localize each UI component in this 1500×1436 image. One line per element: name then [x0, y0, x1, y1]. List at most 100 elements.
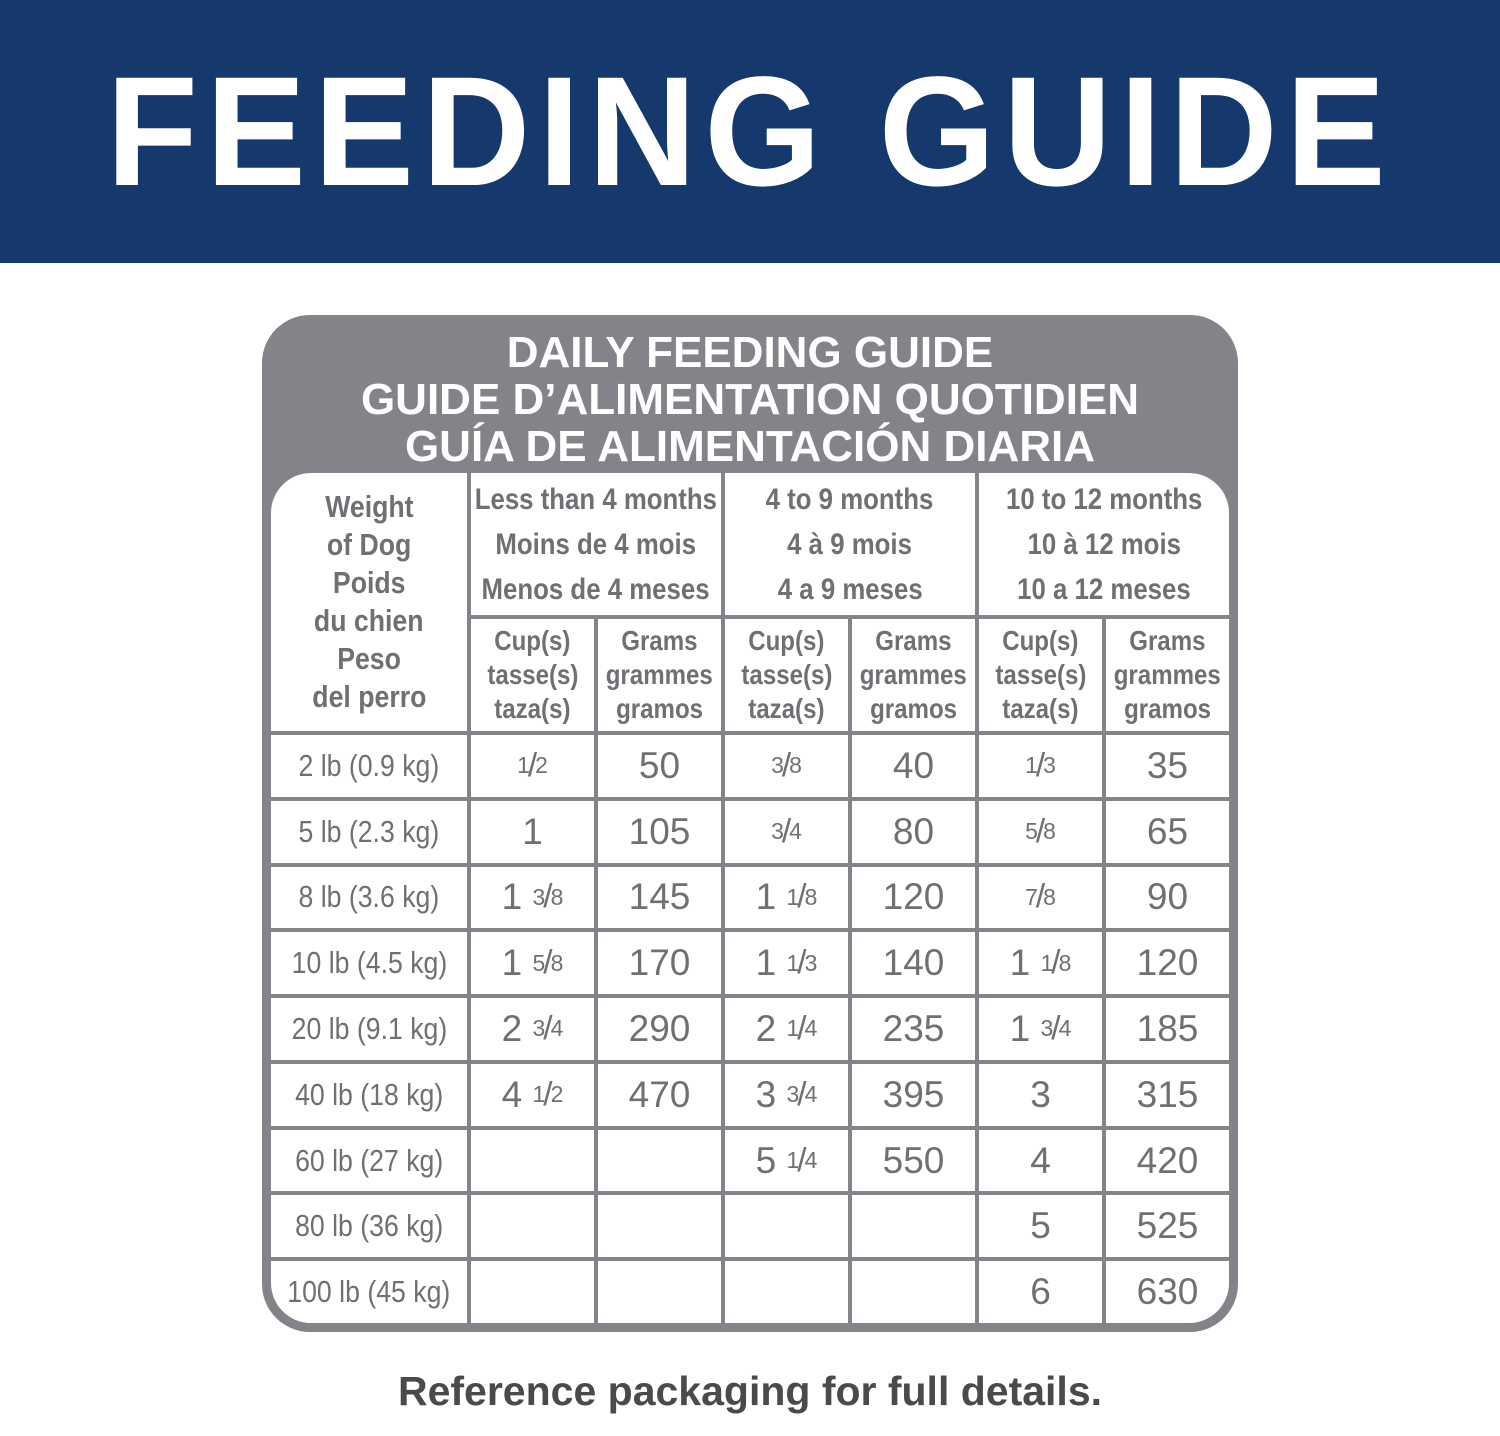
row-value-cell: [852, 1195, 975, 1258]
daily-feeding-guide-panel: DAILY FEEDING GUIDE GUIDE D’ALIMENTATION…: [262, 315, 1238, 1332]
row-value-cell: 65: [1106, 800, 1229, 863]
row-value-cell: [471, 1261, 594, 1323]
unit-header-line: gramos: [1124, 693, 1211, 724]
row-value-cell: 3: [979, 1063, 1102, 1126]
unit-header-line: tasse(s): [486, 659, 579, 690]
unit-header-line: Grams: [621, 625, 698, 656]
unit-header-line: Cup(s): [748, 625, 825, 656]
row-value-cell: 3/4: [725, 800, 848, 863]
footer-note: Reference packaging for full details.: [397, 1368, 1103, 1414]
unit-header-cell: Cup(s) tasse(s) taza(s): [725, 619, 848, 731]
row-weight-label: 100 lb (45 kg): [271, 1261, 467, 1323]
age-group-line: Less than 4 months: [474, 482, 718, 516]
row-value-cell: 1 1/3: [725, 932, 848, 995]
row-value-cell: 145: [598, 866, 721, 929]
row-value-cell: 1 3/8: [471, 866, 594, 929]
unit-header-line: Grams: [1129, 625, 1206, 656]
row-value-cell: [852, 1261, 975, 1323]
row-weight-label: 5 lb (2.3 kg): [271, 800, 467, 863]
age-group-line: 10 to 12 months: [1005, 482, 1203, 516]
row-value-cell: 470: [598, 1063, 721, 1126]
panel-title-line-fr: GUIDE D’ALIMENTATION QUOTIDIEN: [360, 375, 1140, 424]
row-value-cell: 315: [1106, 1063, 1229, 1126]
row-value-cell: 120: [1106, 932, 1229, 995]
row-value-cell: 420: [1106, 1129, 1229, 1192]
panel-title: DAILY FEEDING GUIDE GUIDE D’ALIMENTATION…: [262, 329, 1238, 470]
row-value-cell: 3 3/4: [725, 1063, 848, 1126]
row-value-cell: [725, 1195, 848, 1258]
weight-header-line: Poids: [332, 565, 406, 600]
row-weight-label: 8 lb (3.6 kg): [271, 866, 467, 929]
age-group-line: 4 à 9 mois: [787, 527, 913, 561]
unit-header-line: taza(s): [494, 693, 571, 724]
unit-header-cell: Cup(s) tasse(s) taza(s): [979, 619, 1102, 731]
unit-header-cell: Grams grammes gramos: [598, 619, 721, 731]
unit-header-line: taza(s): [748, 693, 825, 724]
unit-header-cell: Grams grammes gramos: [852, 619, 975, 731]
banner-title: FEEDING GUIDE: [106, 43, 1394, 219]
feeding-guide-banner: FEEDING GUIDE: [0, 0, 1500, 263]
row-value-cell: 5/8: [979, 800, 1102, 863]
age-group-line: 4 to 9 months: [766, 482, 934, 516]
row-value-cell: 1 1/8: [725, 866, 848, 929]
row-value-cell: 3/8: [725, 735, 848, 797]
row-value-cell: 235: [852, 998, 975, 1060]
row-weight-label: 20 lb (9.1 kg): [271, 998, 467, 1060]
feeding-table: Weight of Dog Poids du chien Peso del pe…: [271, 473, 1229, 1323]
row-value-cell: 2 3/4: [471, 998, 594, 1060]
panel-title-line-en: DAILY FEEDING GUIDE: [506, 328, 994, 377]
row-value-cell: 80: [852, 800, 975, 863]
weight-header-line: du chien: [314, 603, 424, 638]
row-value-cell: 1 3/4: [979, 998, 1102, 1060]
age-group-header-under-4-months: Less than 4 months Moins de 4 mois Menos…: [471, 473, 721, 615]
row-value-cell: 2 1/4: [725, 998, 848, 1060]
row-value-cell: 4 1/2: [471, 1063, 594, 1126]
row-value-cell: 50: [598, 735, 721, 797]
row-weight-text: 60 lb (27 kg): [294, 1142, 444, 1178]
row-value-cell: 6: [979, 1261, 1102, 1323]
row-weight-text: 80 lb (36 kg): [294, 1208, 444, 1244]
row-value-cell: 35: [1106, 735, 1229, 797]
unit-header-cell: Grams grammes gramos: [1106, 619, 1229, 731]
row-value-cell: 525: [1106, 1195, 1229, 1258]
row-value-cell: 40: [852, 735, 975, 797]
row-weight-text: 20 lb (9.1 kg): [291, 1010, 447, 1046]
unit-header-line: tasse(s): [994, 659, 1087, 690]
row-value-cell: [598, 1261, 721, 1323]
weight-header-line: Weight: [324, 489, 414, 524]
weight-header-line: Peso: [337, 641, 401, 676]
row-value-cell: 4: [979, 1129, 1102, 1192]
weight-header-line: del perro: [311, 679, 427, 714]
row-value-cell: [471, 1129, 594, 1192]
unit-header-line: Grams: [875, 625, 952, 656]
row-weight-text: 2 lb (0.9 kg): [298, 747, 440, 783]
row-value-cell: 5: [979, 1195, 1102, 1258]
weight-header-line: of Dog: [326, 527, 412, 562]
age-group-header-4-to-9-months: 4 to 9 months 4 à 9 mois 4 a 9 meses: [725, 473, 975, 615]
unit-header-line: gramos: [870, 693, 957, 724]
row-weight-label: 2 lb (0.9 kg): [271, 735, 467, 797]
row-weight-label: 40 lb (18 kg): [271, 1063, 467, 1126]
unit-header-line: grammes: [605, 659, 714, 690]
row-value-cell: 630: [1106, 1261, 1229, 1323]
age-group-line: 10 a 12 meses: [1017, 572, 1191, 606]
age-group-line: Moins de 4 mois: [495, 527, 697, 561]
unit-header-line: grammes: [1113, 659, 1222, 690]
row-weight-label: 10 lb (4.5 kg): [271, 932, 467, 995]
unit-header-cell: Cup(s) tasse(s) taza(s): [471, 619, 594, 731]
row-value-cell: 120: [852, 866, 975, 929]
row-value-cell: 1 5/8: [471, 932, 594, 995]
age-group-line: 4 a 9 meses: [777, 572, 923, 606]
row-value-cell: 7/8: [979, 866, 1102, 929]
row-weight-text: 8 lb (3.6 kg): [298, 879, 440, 915]
row-value-cell: [471, 1195, 594, 1258]
row-weight-label: 60 lb (27 kg): [271, 1129, 467, 1192]
row-value-cell: [598, 1195, 721, 1258]
unit-header-line: taza(s): [1002, 693, 1079, 724]
row-weight-text: 100 lb (45 kg): [287, 1274, 451, 1310]
row-value-cell: 395: [852, 1063, 975, 1126]
row-value-cell: [725, 1261, 848, 1323]
row-weight-text: 5 lb (2.3 kg): [298, 813, 440, 849]
age-group-line: Menos de 4 meses: [481, 572, 711, 606]
row-value-cell: 140: [852, 932, 975, 995]
